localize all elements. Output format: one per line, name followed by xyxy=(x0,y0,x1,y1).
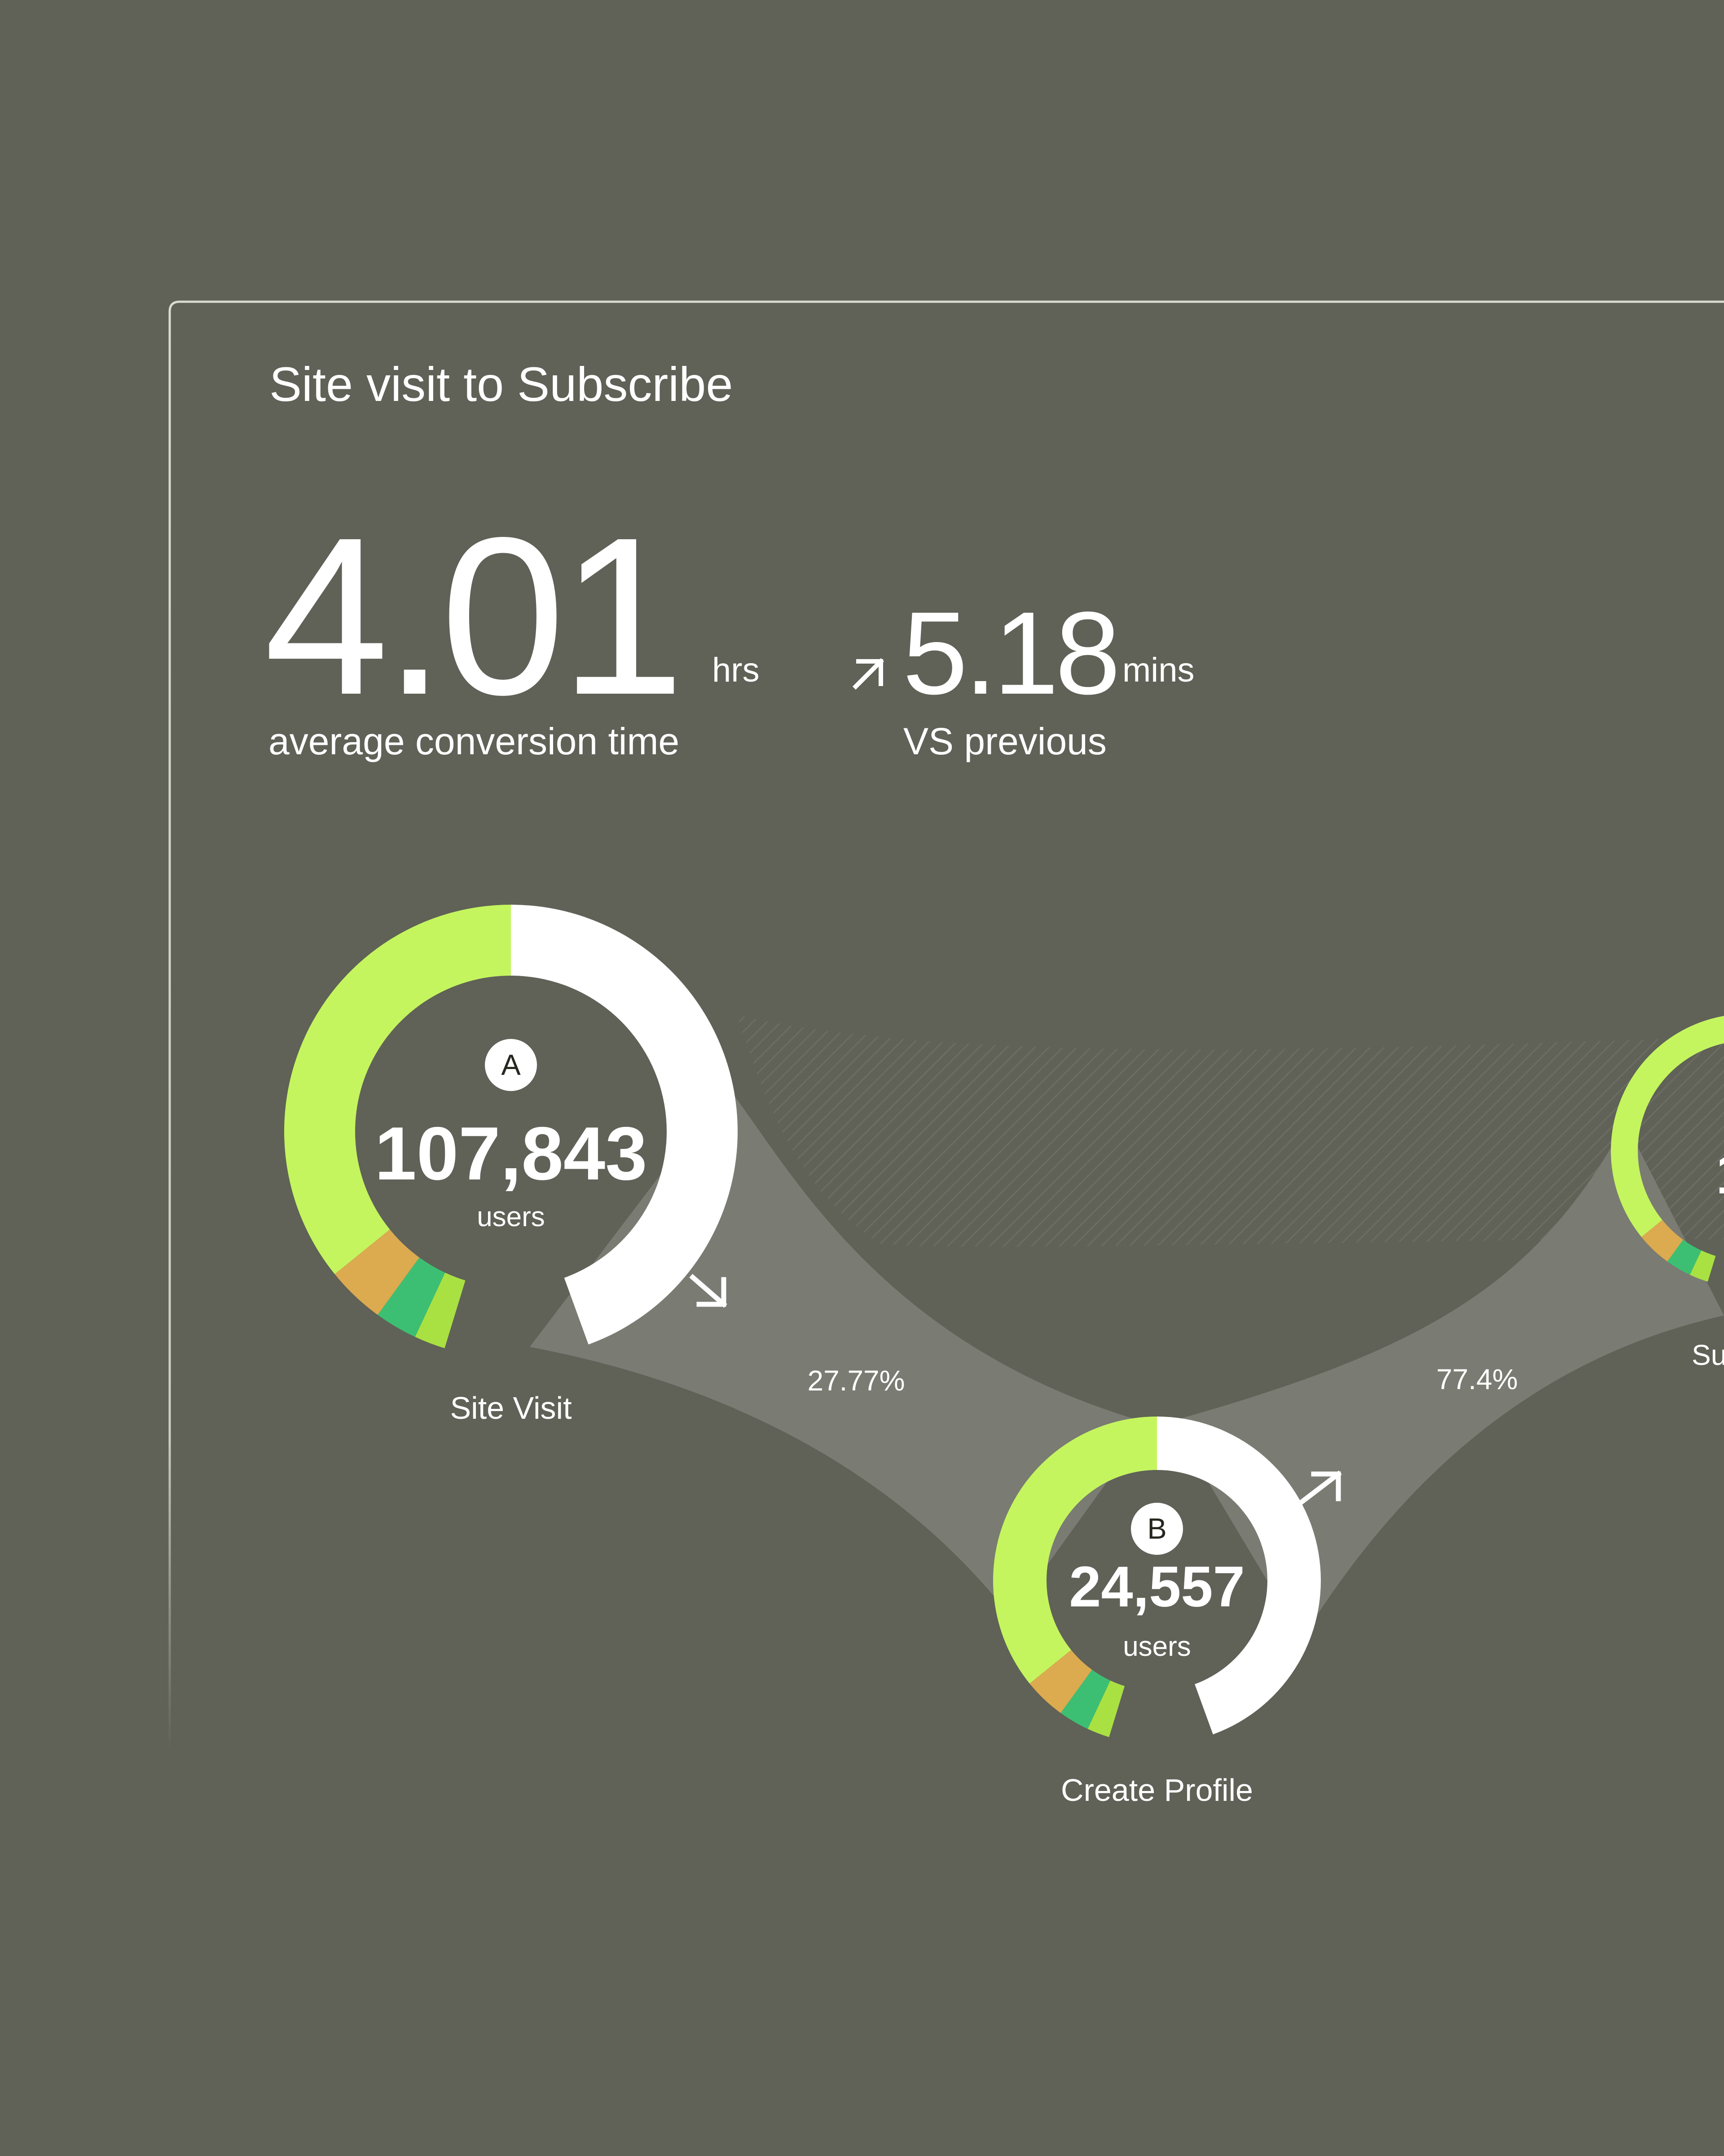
step-value: 24,557 xyxy=(1069,1555,1245,1619)
step-label-create-profile: Create Profile xyxy=(1061,1773,1253,1808)
step-badge xyxy=(485,1039,537,1091)
donut-segment-orange xyxy=(1029,1650,1092,1713)
step-badge-letter: A xyxy=(501,1048,521,1081)
metric-unit: hrs xyxy=(712,651,760,689)
donut-segment-orange xyxy=(334,1229,420,1315)
hatched-band xyxy=(736,1015,1724,1247)
donut-segment-white xyxy=(511,905,738,1345)
conversion-rate-b-c: 77.4% xyxy=(1436,1363,1517,1395)
step-unit: users xyxy=(477,1201,545,1232)
step-value: 107,843 xyxy=(374,1111,647,1196)
delta-label: VS previous xyxy=(903,720,1107,762)
donut-segment-lime xyxy=(415,1272,466,1348)
step-label-subscribe: Su xyxy=(1692,1339,1724,1371)
arrow-up-right-icon xyxy=(1295,1470,1342,1508)
donut-segment-green xyxy=(1667,1240,1702,1275)
metric-value: 4.01 xyxy=(264,490,679,741)
conversion-rate-a-b: 27.77% xyxy=(807,1364,905,1397)
donut-segment-main xyxy=(284,905,511,1274)
step-badge-letter: B xyxy=(1147,1512,1166,1545)
step-unit: users xyxy=(1123,1631,1191,1662)
flow-b-to-c xyxy=(1172,1122,1724,1639)
donut-segment-main xyxy=(1611,1016,1724,1237)
metric-label: average conversion time xyxy=(268,720,679,762)
donut-segment-lime xyxy=(1690,1250,1716,1282)
donut-segment-green xyxy=(1060,1670,1111,1729)
donut-segment-white xyxy=(1157,1417,1321,1734)
donut-segment-lime xyxy=(1087,1680,1125,1738)
donut-create-profile[interactable]: B 24,557 users xyxy=(993,1417,1321,1738)
step-badge xyxy=(1131,1503,1183,1555)
step-label-site-visit: Site Visit xyxy=(450,1390,572,1426)
step-value: 19 xyxy=(1716,1142,1724,1206)
card-border-top xyxy=(168,300,1724,1751)
delta-value: 5.18 xyxy=(902,587,1117,719)
arrow-up-right-icon xyxy=(852,658,884,690)
arrow-down-right-icon xyxy=(689,1274,727,1308)
donut-site-visit[interactable]: A 107,843 users xyxy=(284,905,738,1348)
donut-segment-orange xyxy=(1641,1220,1683,1262)
card-title: Site visit to Subscribe xyxy=(269,357,733,411)
donut-segment-green xyxy=(378,1257,445,1337)
donut-subscribe[interactable]: 19 xyxy=(1611,1014,1724,1282)
donut-segment-main xyxy=(993,1417,1157,1684)
delta-unit: mins xyxy=(1122,651,1194,689)
